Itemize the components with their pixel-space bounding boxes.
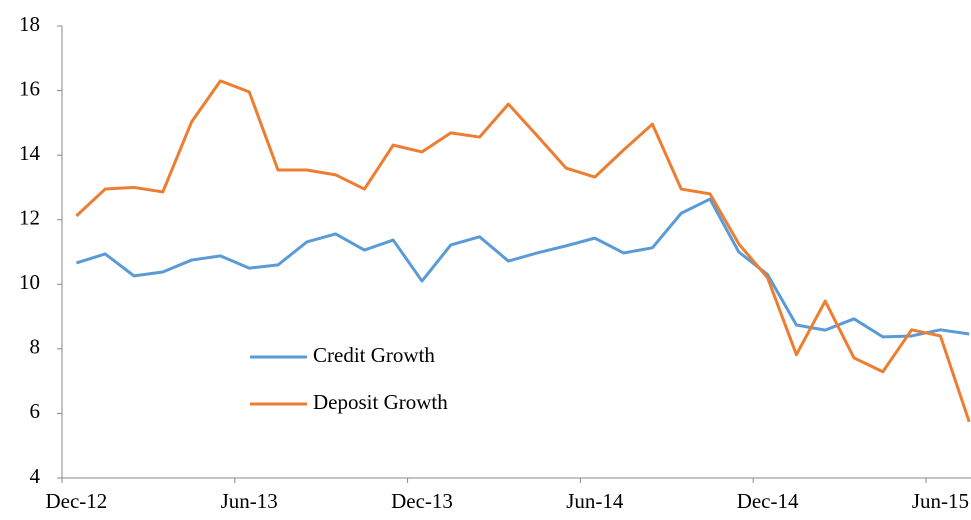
y-tick-label: 16 [19,76,40,100]
series-line [75,79,971,423]
y-tick-label: 8 [30,335,41,359]
x-tick-label: Jun-14 [566,489,624,513]
y-tick-label: 6 [30,399,41,423]
x-tick-label: Jun-13 [221,489,278,513]
series-line [75,197,970,339]
x-tick-label: Dec-12 [45,489,107,513]
y-tick-label: 12 [19,206,40,230]
x-tick-label: Dec-13 [391,489,453,513]
y-tick-label: 4 [30,464,41,488]
y-tick-label: 18 [19,12,40,36]
legend-label: Deposit Growth [313,390,448,414]
y-tick-label: 10 [19,270,40,294]
x-tick-label: Jun-15 [912,489,969,513]
x-tick-label: Dec-14 [737,489,799,513]
y-tick-label: 14 [19,141,41,165]
legend-label: Credit Growth [313,343,435,367]
